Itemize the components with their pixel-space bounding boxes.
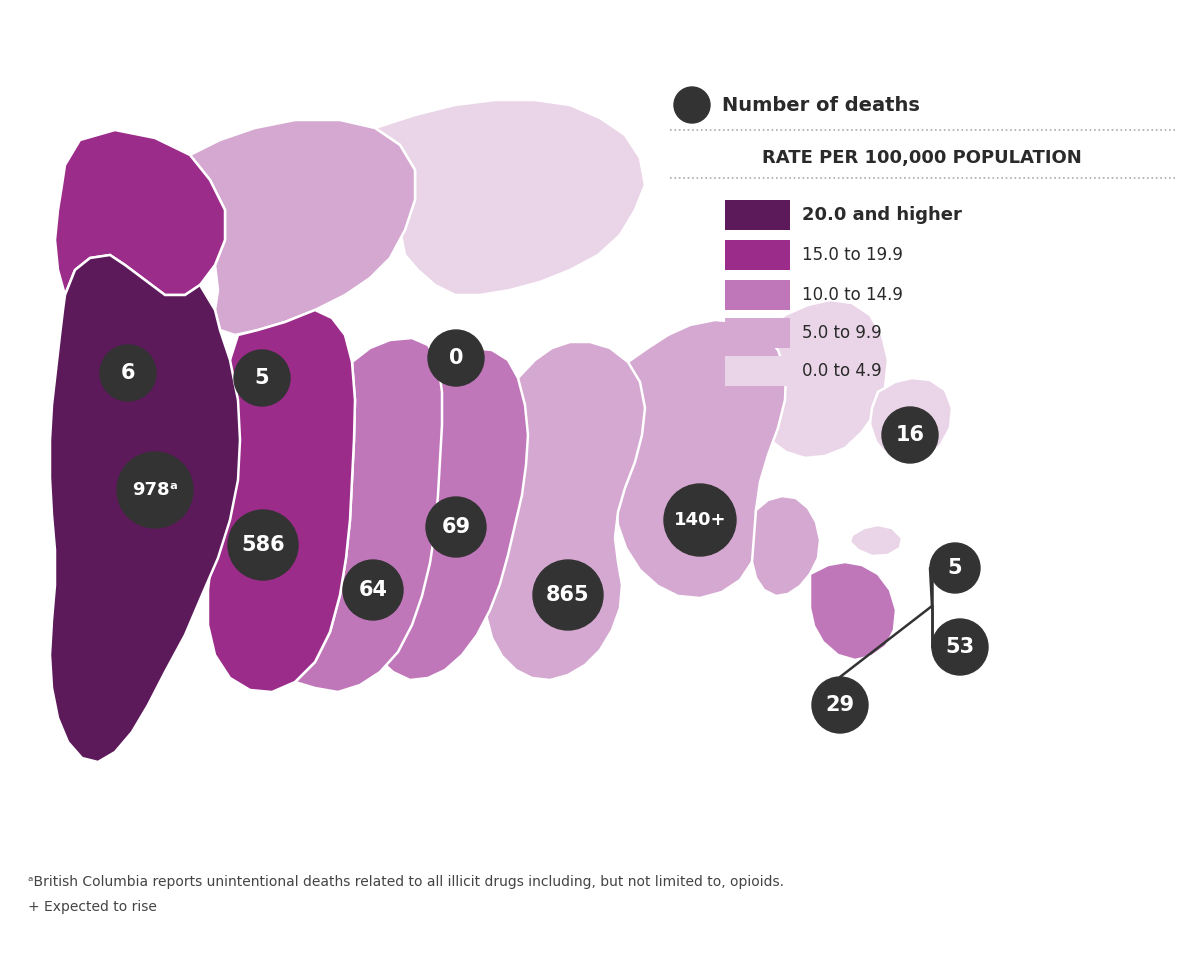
Circle shape	[533, 560, 604, 630]
Polygon shape	[50, 255, 240, 762]
Text: 586: 586	[241, 535, 284, 555]
Text: 53: 53	[946, 637, 974, 657]
Polygon shape	[208, 310, 355, 692]
Text: RATE PER 100,000 POPULATION: RATE PER 100,000 POPULATION	[762, 149, 1082, 167]
Circle shape	[664, 484, 736, 556]
Text: 10.0 to 14.9: 10.0 to 14.9	[802, 286, 902, 304]
Text: 0: 0	[449, 348, 463, 368]
Polygon shape	[616, 320, 786, 598]
Circle shape	[234, 350, 290, 406]
Bar	[725, 240, 790, 270]
Bar	[725, 318, 790, 348]
Bar	[725, 356, 790, 386]
Text: Number of deaths: Number of deaths	[722, 95, 920, 115]
Text: 5: 5	[254, 368, 269, 388]
Circle shape	[932, 619, 988, 675]
Circle shape	[882, 407, 938, 463]
Text: + Expected to rise: + Expected to rise	[28, 900, 157, 914]
Circle shape	[118, 452, 193, 528]
Text: 29: 29	[826, 695, 854, 715]
Polygon shape	[55, 130, 226, 295]
Bar	[725, 200, 790, 230]
Polygon shape	[850, 525, 902, 556]
Text: ᵃBritish Columbia reports unintentional deaths related to all illicit drugs incl: ᵃBritish Columbia reports unintentional …	[28, 875, 784, 889]
Text: 64: 64	[359, 580, 388, 600]
Text: 865: 865	[546, 585, 590, 605]
Text: 6: 6	[121, 363, 136, 383]
Polygon shape	[374, 100, 646, 295]
Polygon shape	[190, 120, 415, 335]
Text: 69: 69	[442, 517, 470, 537]
Polygon shape	[486, 342, 646, 680]
Polygon shape	[360, 348, 528, 680]
Text: 5: 5	[948, 558, 962, 578]
Circle shape	[343, 560, 403, 620]
Circle shape	[228, 510, 298, 580]
Polygon shape	[752, 496, 820, 596]
Text: 20.0 and higher: 20.0 and higher	[802, 206, 962, 224]
Text: 15.0 to 19.9: 15.0 to 19.9	[802, 246, 902, 264]
Circle shape	[812, 677, 868, 733]
Polygon shape	[810, 562, 896, 660]
Bar	[725, 280, 790, 310]
Circle shape	[428, 330, 484, 386]
Circle shape	[100, 345, 156, 401]
Circle shape	[930, 543, 980, 593]
Polygon shape	[295, 338, 442, 692]
Text: 5.0 to 9.9: 5.0 to 9.9	[802, 324, 882, 342]
Polygon shape	[870, 378, 952, 462]
Text: 140+: 140+	[673, 511, 726, 529]
Text: 0.0 to 4.9: 0.0 to 4.9	[802, 362, 882, 380]
Circle shape	[426, 497, 486, 557]
Text: 978ᵃ: 978ᵃ	[132, 481, 178, 499]
Text: 16: 16	[895, 425, 924, 445]
Polygon shape	[752, 300, 888, 458]
Circle shape	[674, 87, 710, 123]
